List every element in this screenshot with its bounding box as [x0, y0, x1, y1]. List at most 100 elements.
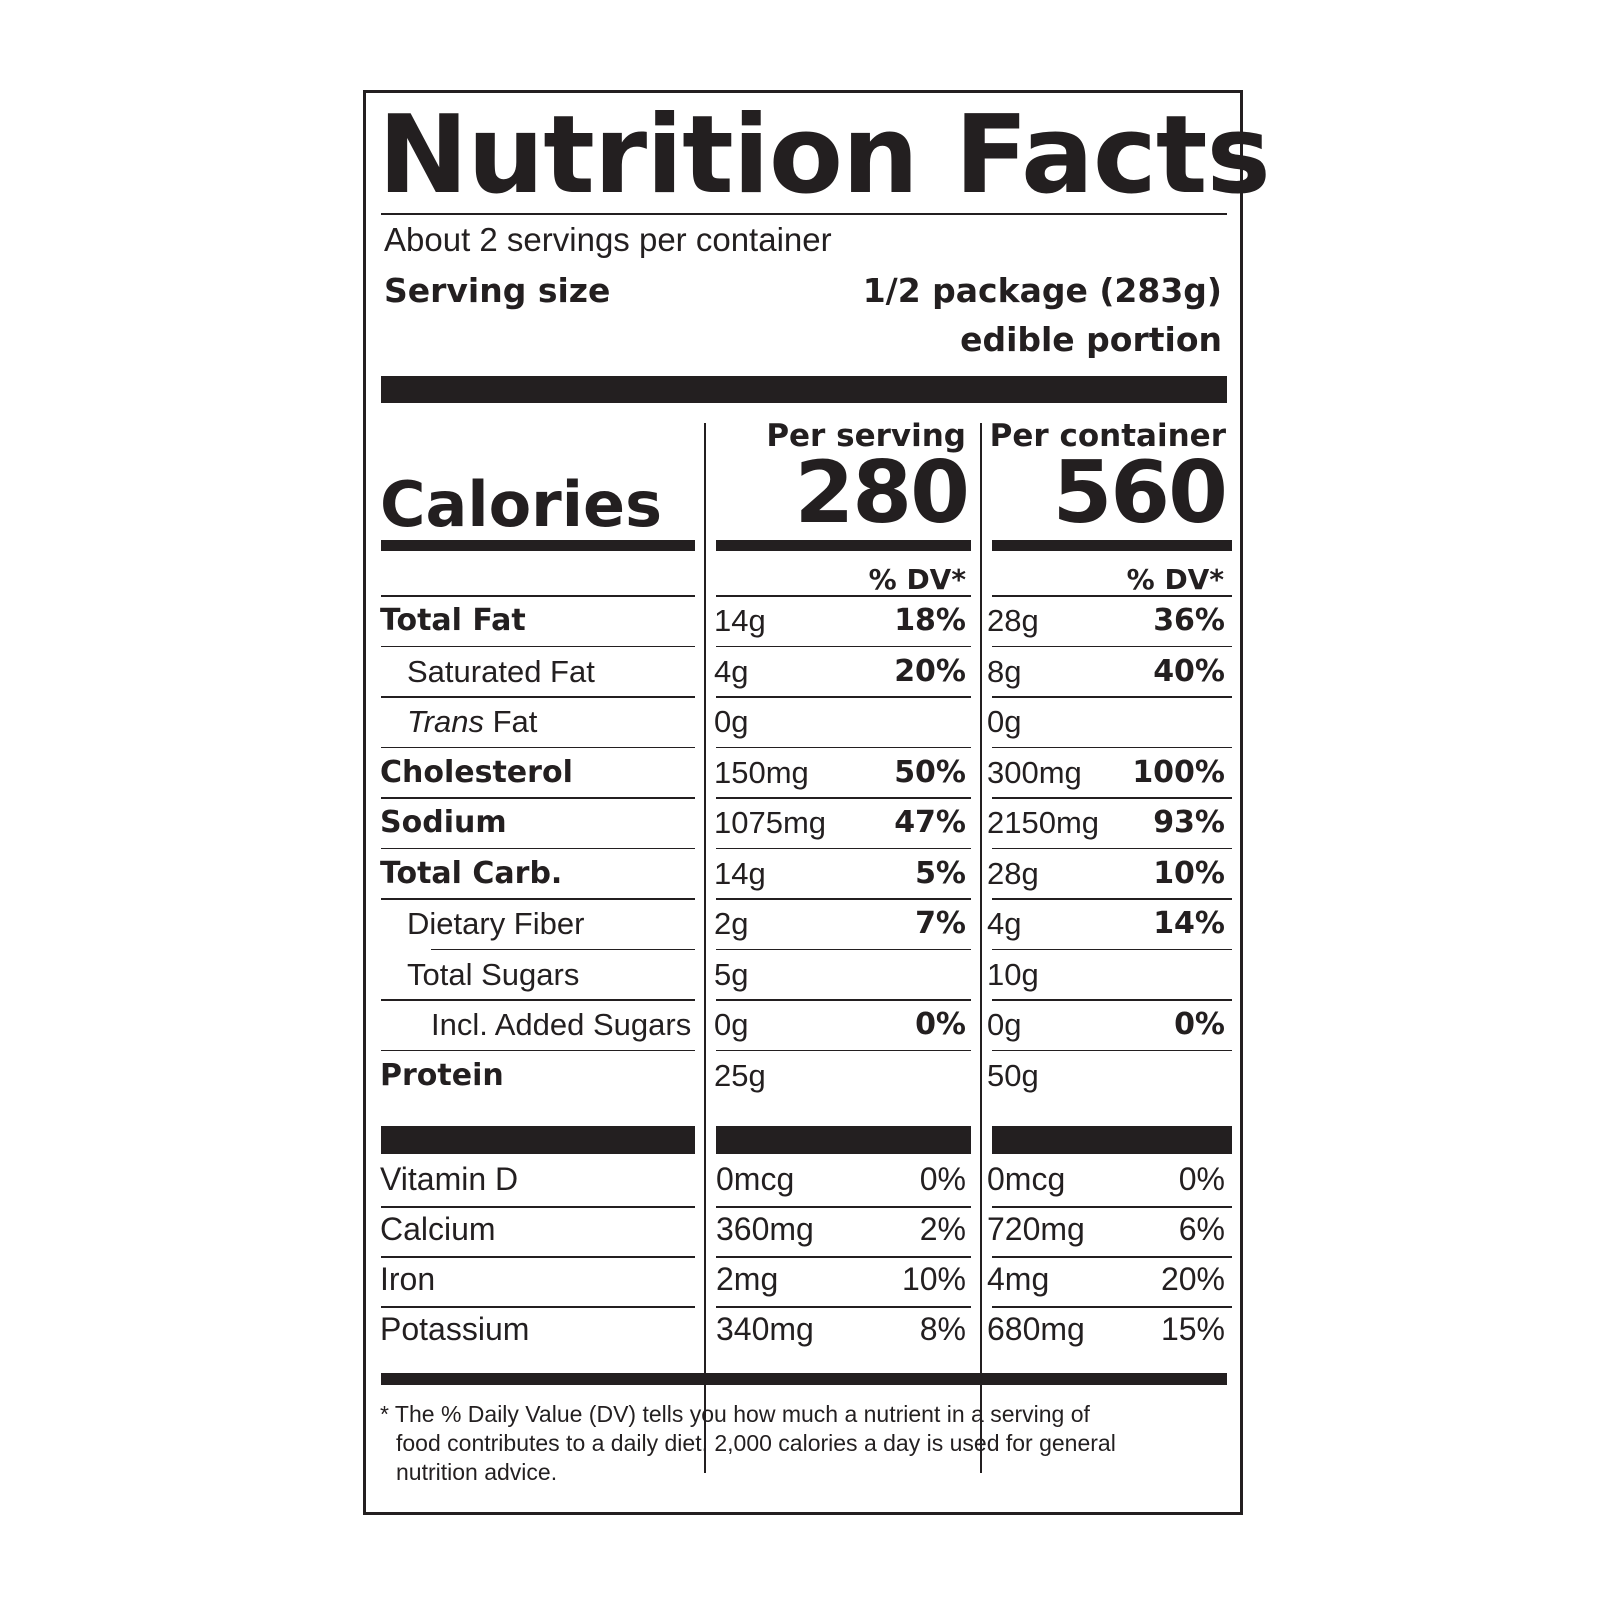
calories-per-serving: 280	[794, 443, 970, 543]
nutrient-name: Saturated Fat	[407, 653, 595, 689]
container-amount: 300mg	[987, 754, 1082, 790]
container-dv: 6%	[1178, 1211, 1225, 1247]
row-divider	[431, 948, 695, 950]
footnote-line-3: nutrition advice.	[396, 1459, 558, 1485]
row-divider	[992, 948, 1232, 950]
container-dv: 36%	[1153, 603, 1225, 638]
column-divider	[980, 423, 982, 1473]
label-title: Nutrition Facts	[378, 93, 1271, 218]
nutrient-name: Incl. Added Sugars	[431, 1007, 692, 1042]
container-dv: 20%	[1160, 1261, 1225, 1297]
container-amount: 8g	[987, 653, 1022, 689]
row-divider	[381, 797, 695, 799]
serving-dv: 10%	[901, 1261, 966, 1297]
serving-amount: 14g	[714, 603, 766, 638]
row-divider	[381, 1206, 695, 1208]
per-serving-header: Per serving	[766, 418, 966, 454]
row-divider	[716, 696, 971, 698]
serving-amount: 150mg	[714, 754, 809, 790]
row-divider	[992, 1206, 1232, 1208]
row-divider	[716, 1049, 971, 1051]
row-divider	[716, 1206, 971, 1208]
row-divider	[992, 1306, 1232, 1308]
serving-amount: 4g	[714, 653, 749, 689]
row-divider	[992, 696, 1232, 698]
thick-bar	[381, 1126, 695, 1154]
row-divider	[992, 999, 1232, 1001]
container-dv: 0%	[1174, 1007, 1225, 1042]
nutrient-name: Sodium	[380, 805, 507, 840]
row-divider	[381, 696, 695, 698]
container-dv: 40%	[1153, 653, 1225, 689]
calories-bar	[381, 540, 695, 551]
serving-dv: 20%	[894, 653, 966, 689]
row-divider	[992, 1256, 1232, 1258]
serving-dv: 8%	[919, 1311, 966, 1347]
container-amount: 28g	[987, 855, 1039, 891]
nutrient-name: Cholesterol	[380, 754, 573, 790]
divider	[381, 213, 1227, 215]
row-divider	[381, 1256, 695, 1258]
container-amount: 0g	[987, 704, 1022, 739]
row-divider	[716, 999, 971, 1001]
container-amount: 0g	[987, 1007, 1022, 1042]
serving-amount: 1075mg	[714, 805, 827, 840]
serving-amount: 5g	[714, 956, 749, 992]
serving-dv: 5%	[915, 855, 966, 891]
footnote-line-2: food contributes to a daily diet. 2,000 …	[396, 1430, 1116, 1456]
row-divider	[992, 1049, 1232, 1051]
thick-bar	[716, 1126, 971, 1154]
container-dv: 0%	[1178, 1161, 1225, 1197]
calories-bar	[992, 540, 1232, 551]
column-divider	[704, 423, 706, 1473]
per-container-header: Per container	[989, 418, 1226, 454]
servings-per-container: About 2 servings per container	[384, 221, 832, 258]
nutrient-name: Dietary Fiber	[407, 906, 585, 941]
row-divider	[992, 645, 1232, 647]
container-amount: 2150mg	[987, 805, 1100, 840]
dv-header-container: % DV*	[1126, 563, 1224, 596]
serving-dv: 50%	[894, 754, 966, 790]
serving-amount: 25g	[714, 1057, 766, 1093]
container-amount: 720mg	[987, 1211, 1085, 1247]
container-dv: 93%	[1153, 805, 1225, 840]
serving-amount: 0mcg	[716, 1161, 795, 1197]
row-divider	[716, 797, 971, 799]
container-amount: 0mcg	[987, 1161, 1066, 1197]
serving-amount: 2g	[714, 906, 749, 941]
thick-bar	[992, 1126, 1232, 1154]
serving-size-label: Serving size	[384, 271, 611, 310]
calories-per-container: 560	[1052, 443, 1228, 543]
serving-amount: 14g	[714, 855, 766, 891]
footnote-line-1: * The % Daily Value (DV) tells you how m…	[380, 1401, 1090, 1427]
row-divider	[716, 1306, 971, 1308]
row-divider	[381, 1049, 695, 1051]
row-divider	[716, 898, 971, 900]
row-divider	[992, 847, 1232, 849]
nutrient-name: Protein	[380, 1057, 504, 1093]
row-divider	[381, 645, 695, 647]
container-dv: 100%	[1132, 754, 1225, 790]
container-amount: 50g	[987, 1057, 1039, 1093]
row-divider	[381, 746, 695, 748]
container-amount: 28g	[987, 603, 1039, 638]
row-divider	[716, 595, 971, 597]
serving-amount: 340mg	[716, 1311, 814, 1347]
row-divider	[992, 595, 1232, 597]
serving-size-value: 1/2 package (283g)	[862, 271, 1222, 310]
calories-label: Calories	[380, 468, 662, 541]
serving-size-note: edible portion	[960, 320, 1222, 359]
vitamin-name: Potassium	[380, 1311, 530, 1347]
nutrient-name: Trans Fat	[407, 704, 537, 740]
thick-bar	[381, 376, 1227, 403]
row-divider	[381, 1306, 695, 1308]
row-divider	[716, 847, 971, 849]
row-divider	[716, 746, 971, 748]
serving-amount: 360mg	[716, 1211, 814, 1247]
nutrient-name: Total Sugars	[407, 956, 580, 992]
serving-dv: 47%	[894, 805, 966, 840]
nutrition-label: Nutrition Facts About 2 servings per con…	[363, 90, 1271, 1515]
container-dv: 15%	[1160, 1311, 1225, 1347]
serving-amount: 0g	[714, 704, 749, 739]
container-dv: 10%	[1153, 855, 1225, 891]
